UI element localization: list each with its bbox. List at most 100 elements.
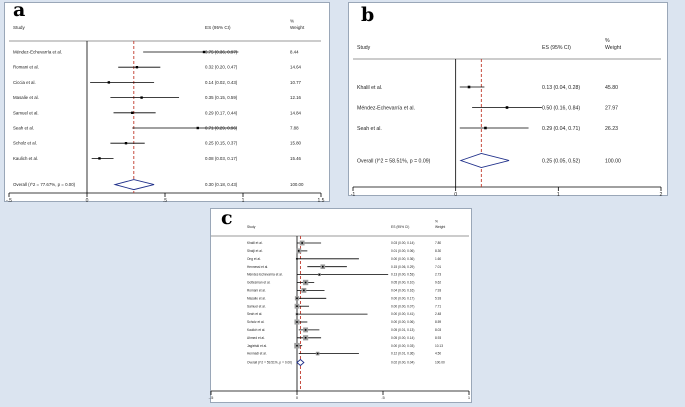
weight-value: 45.80 [605, 85, 618, 91]
point-estimate [505, 106, 509, 109]
study-label: Hennadi et al. [247, 352, 267, 356]
forest-plot-svg: Study ES (95% CI)%Weight -1 0 1 2 Khalil et al… [351, 38, 663, 198]
point-estimate [296, 305, 298, 307]
es-ci-value: 0.35 (0.15, 0.59) [205, 95, 238, 100]
point-estimate [196, 126, 199, 130]
point-estimate [322, 265, 324, 268]
study-label: Seah et al. [357, 126, 382, 132]
study-label: Seah et al. [247, 312, 262, 316]
es-ci-value: 0.00 (0.00, 0.03) [391, 344, 414, 348]
header-weight-pct: % [290, 18, 294, 23]
point-estimate [301, 242, 303, 244]
header-weight-pct: % [435, 220, 438, 224]
weight-value: 7.01 [435, 265, 441, 269]
es-ci-value: 0.00 (0.00, 0.41) [391, 312, 414, 316]
x-tick-label: -.5 [209, 395, 214, 400]
es-ci-value: 0.50 (0.16, 0.84) [542, 105, 580, 111]
point-estimate [202, 50, 206, 54]
x-tick-label: 1 [468, 395, 471, 400]
weight-value: 12.16 [290, 95, 302, 100]
study-label: Samuel et al. [13, 110, 39, 115]
point-estimate [304, 281, 307, 284]
x-tick-label: 1 [557, 192, 560, 198]
weight-value: 5.93 [435, 296, 441, 300]
x-tick-label: 0 [454, 192, 457, 198]
weight-value: 7.80 [435, 241, 441, 245]
overall-es-ci: 0.25 (0.05, 0.52) [542, 158, 580, 164]
es-ci-value: 0.12 (0.01, 0.36) [391, 352, 414, 356]
point-estimate [135, 66, 139, 69]
study-label: Kaulich et al. [247, 328, 265, 332]
study-label: Ciccia et al. [13, 80, 36, 85]
study-label: Masalie et al. [247, 296, 266, 300]
point-estimate [484, 126, 487, 130]
es-ci-value: 0.05 (0.00, 0.14) [391, 336, 414, 340]
study-label: Shaiji et al. [247, 249, 263, 253]
weight-value: 7.88 [290, 126, 299, 131]
panel-label-a: a [13, 0, 26, 21]
study-label: Ahmed et al. [247, 336, 265, 340]
x-tick-label: 1.5 [318, 198, 325, 204]
es-ci-value: 0.29 (0.17, 0.44) [205, 110, 238, 115]
es-ci-value: 0.01 (0.00, 0.06) [391, 249, 414, 253]
overall-label: Overall (I^2 = 59.51%, p = 0.00) [247, 361, 292, 365]
es-ci-value: 0.05 (0.00, 0.10) [391, 281, 414, 285]
overall-es-ci: 0.30 (0.18, 0.43) [205, 182, 238, 187]
es-ci-value: 0.75 (0.36, 0.97) [205, 50, 238, 55]
study-label: Scholz et al. [247, 320, 264, 324]
weight-value: 15.46 [290, 156, 302, 161]
forest-plot-a: a Study ES (95% CI)% Weight -.5 0 .5 1 1.5 Ménde… [4, 0, 330, 204]
point-estimate [296, 321, 298, 323]
es-ci-value: 0.00 (0.00, 0.06) [391, 320, 414, 324]
weight-value: 26.23 [605, 126, 618, 132]
weight-value: 8.59 [435, 320, 441, 324]
es-ci-value: 0.13 (0.00, 0.53) [391, 273, 414, 277]
study-label: Jagielski et al. [247, 344, 267, 348]
panel-label-b: b [361, 4, 375, 26]
study-label: Samuel et al. [247, 304, 266, 308]
forest-plot-c: c Study ES (95% CI)% Weight -.5 0 .5 1 Khalil e… [209, 207, 472, 403]
study-label: Khalil et al. [357, 85, 382, 91]
header-es: ES (95% CI) [205, 25, 231, 30]
es-ci-value: 0.04 (0.00, 0.16) [391, 289, 414, 293]
x-tick-label: 0 [86, 198, 89, 204]
study-label: Kaulich et al. [13, 156, 38, 161]
forest-plot-b: b Study ES (95% CI)% Weight -1 0 1 2 Khalil et … [348, 2, 668, 198]
point-estimate [303, 289, 305, 292]
weight-value: 7.93 [435, 289, 441, 293]
x-tick-label: 1 [242, 198, 245, 204]
weight-value: 15.80 [290, 141, 302, 146]
weight-value: 1.60 [435, 257, 441, 261]
es-ci-value: 0.71 (0.29, 0.96) [205, 126, 238, 131]
point-estimate [296, 344, 298, 347]
point-estimate [296, 297, 298, 300]
point-estimate [316, 352, 319, 355]
header-es: ES (95% CI) [542, 45, 571, 51]
weight-value: 7.71 [435, 304, 441, 308]
study-label: Gottesman et al. [247, 281, 271, 285]
point-estimate [98, 157, 101, 160]
panel-label-c: c [221, 207, 233, 229]
es-ci-value: 0.00 (0.00, 0.36) [391, 257, 414, 261]
header-weight: Weight [290, 25, 305, 30]
x-tick-label: -.5 [6, 198, 12, 204]
header-study: Study [247, 225, 256, 229]
study-label: Méndez-Echevarría et al. [247, 273, 283, 277]
es-ci-value: 0.05 (0.01, 0.13) [391, 328, 414, 332]
header-weight: Weight [605, 45, 622, 51]
point-estimate [131, 111, 134, 114]
es-ci-value: 0.13 (0.04, 0.28) [542, 85, 580, 91]
overall-diamond [113, 179, 155, 191]
study-label: Masalie et al. [13, 95, 39, 100]
header-weight: Weight [435, 225, 445, 229]
point-estimate [467, 85, 471, 89]
overall-label: Overall (I^2 = 58.51%, p = 0.09) [357, 158, 431, 164]
forest-plot-svg: Study ES (95% CI)%Weight -.5 0 .5 1 Khalil et … [209, 220, 471, 400]
study-label: Méndez-Echevarría et al. [13, 50, 62, 55]
es-ci-value: 0.14 (0.02, 0.43) [205, 80, 238, 85]
weight-value: 4.50 [435, 352, 441, 356]
study-label: Romani et al. [13, 65, 39, 70]
es-ci-value: 0.00 (0.00, 0.17) [391, 296, 414, 300]
es-ci-value: 0.32 (0.20, 0.47) [205, 65, 238, 70]
overall-es-ci: 0.02 (0.00, 0.04) [391, 361, 414, 365]
